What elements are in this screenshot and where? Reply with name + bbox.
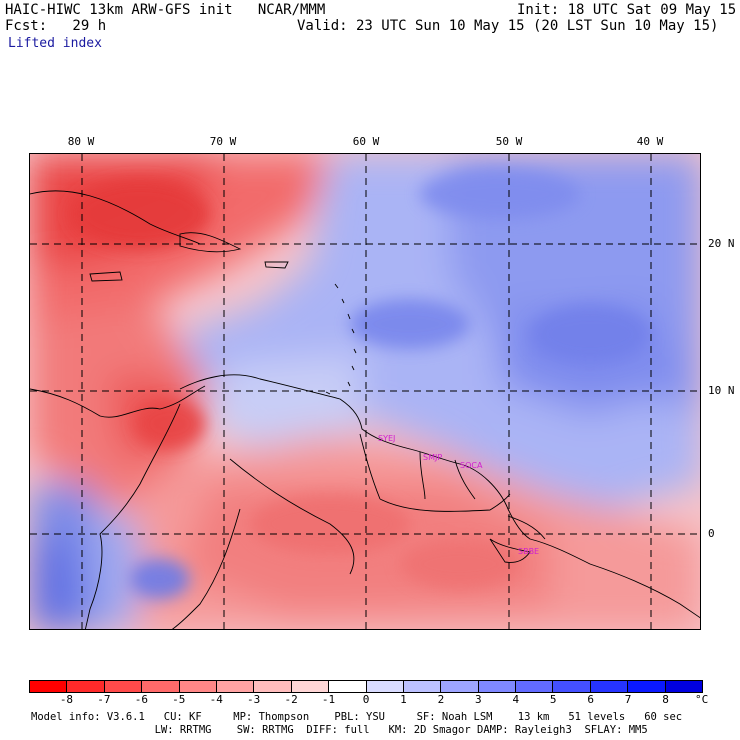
colorbar-swatch	[254, 681, 292, 692]
colorbar-swatch	[590, 681, 629, 692]
station-soca: SOCA	[460, 461, 483, 470]
station-sbbe: SBBE	[518, 547, 539, 556]
colorbar-swatch	[478, 681, 517, 692]
colorbar-swatch	[366, 681, 404, 692]
valid-time: Valid: 23 UTC Sun 10 May 15 (20 LST Sun …	[297, 18, 719, 34]
colorbar-swatch	[628, 681, 666, 692]
colorbar-tick-label: 2	[437, 693, 445, 706]
colorbar-tick-label: -2	[284, 693, 298, 706]
colorbar-tick-label: 7	[624, 693, 632, 706]
lon-label-70w: 70 W	[209, 135, 237, 148]
field-name: Lifted index	[8, 36, 102, 51]
colorbar-swatch	[142, 681, 180, 692]
colorbar-swatch	[216, 681, 255, 692]
colorbar-swatch	[104, 681, 143, 692]
colorbar-swatch	[179, 681, 217, 692]
colorbar-tick-label: 0	[362, 693, 370, 706]
init-time: Init: 18 UTC Sat 09 May 15	[517, 2, 737, 18]
colorbar-tick-label: 1	[400, 693, 407, 706]
colorbar-swatch	[30, 681, 68, 692]
colorbar-tick-label: -5	[172, 693, 186, 706]
colorbar-tick-label: -4	[209, 693, 223, 706]
colorbar-swatch	[403, 681, 442, 692]
colorbar-tick-label: -6	[134, 693, 148, 706]
lon-label-40w: 40 W	[636, 135, 664, 148]
colorbar	[29, 680, 703, 693]
map-svg: SYEJ SMJP SOCA SBBE	[30, 154, 700, 629]
lifted-index-map: SYEJ SMJP SOCA SBBE	[29, 153, 701, 630]
colorbar-swatch	[329, 681, 367, 692]
lat-label-10n: 10 N	[708, 384, 735, 397]
field-detail	[70, 169, 650, 599]
colorbar-tick-label: 8	[662, 693, 669, 706]
graticule	[30, 154, 700, 629]
colorbar-swatch	[665, 681, 703, 692]
colorbar-tick-label: -7	[97, 693, 111, 706]
station-markers: SYEJ SMJP SOCA SBBE	[378, 434, 539, 556]
colorbar-swatch	[516, 681, 554, 692]
colorbar-swatch	[441, 681, 479, 692]
lat-label-20n: 20 N	[708, 237, 735, 250]
model-info-line1: Model info: V3.6.1 CU: KF MP: Thompson P…	[31, 711, 683, 723]
station-syej: SYEJ	[378, 434, 395, 443]
colorbar-swatch	[553, 681, 591, 692]
model-title: HAIC-HIWC 13km ARW-GFS init NCAR/MMM	[5, 2, 326, 18]
coastlines	[30, 190, 700, 629]
colorbar-tick-label: 4	[512, 693, 520, 706]
colorbar-tick-label: -3	[247, 693, 261, 706]
model-info-line2: LW: RRTMG SW: RRTMG DIFF: full KM: 2D Sm…	[123, 724, 648, 736]
lat-label-0: 0	[708, 527, 715, 540]
colorbar-swatch	[291, 681, 330, 692]
lon-label-60w: 60 W	[352, 135, 380, 148]
forecast-hour: Fcst: 29 h	[5, 18, 107, 34]
colorbar-tick-label: 5	[549, 693, 557, 706]
colorbar-tick-label: 6	[587, 693, 594, 706]
colorbar-tick-label: -8	[59, 693, 74, 706]
colorbar-tick-label: -1	[321, 693, 336, 706]
lon-label-50w: 50 W	[495, 135, 523, 148]
lon-label-80w: 80 W	[67, 135, 95, 148]
colorbar-swatch	[67, 681, 105, 692]
colorbar-unit: °C	[695, 693, 709, 706]
colorbar-tick-label: 3	[475, 693, 482, 706]
station-smjp: SMJP	[423, 453, 442, 462]
